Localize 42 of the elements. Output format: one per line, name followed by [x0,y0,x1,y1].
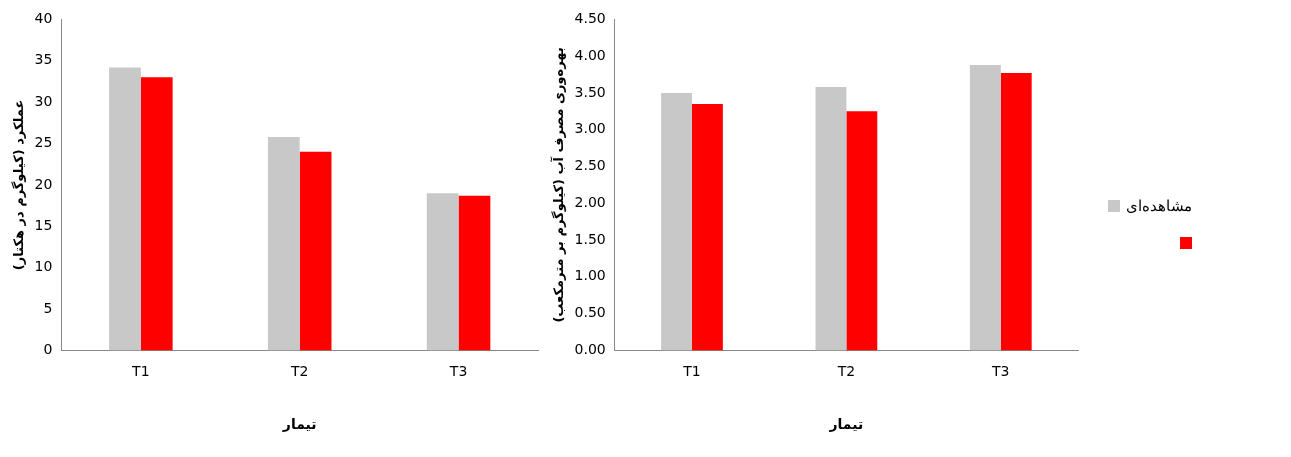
legend-label: مشاهده‌ای [1126,197,1192,215]
y-tick-label: 15 [34,216,53,233]
x-tick-label: T2 [836,363,856,380]
y-tick-label: 0.50 [574,304,606,321]
bar [1000,73,1032,351]
y-tick-label: 0.00 [574,341,606,358]
y-tick-label: 2.50 [574,157,606,174]
y-tick-label: 35 [34,51,53,68]
x-tick-label: T1 [682,363,701,380]
y-tick-label: 3.50 [574,83,606,100]
bar [426,193,459,351]
y-axis-title: عملکرد (کیلوگرم در هکتار) [11,99,28,271]
bar [140,77,173,351]
y-tick-label: 5 [43,299,53,316]
y-tick-label: 30 [34,92,53,109]
y-tick-label: 10 [34,258,53,275]
bar [691,103,723,351]
x-axis-title: تیمار [281,416,317,433]
y-tick-label: 4.00 [574,46,606,63]
y-tick-label: 3.00 [574,120,606,137]
y-tick-label: 40 [34,10,53,27]
y-tick-label: 4.50 [574,10,606,27]
bar [969,65,1001,351]
bar [299,151,332,351]
x-tick-label: T2 [289,363,309,380]
bar [109,67,141,351]
bar [815,87,847,351]
y-tick-label: 25 [34,134,53,151]
x-tick-label: T3 [448,363,468,380]
y-tick-label: 1.50 [574,230,606,247]
bar [458,195,491,351]
bar [267,136,300,351]
y-tick-label: 20 [34,175,53,192]
y-tick-label: 1.00 [574,267,606,284]
x-tick-label: T3 [991,363,1010,380]
y-axis-title: بهره‌وری مصرف آب (کیلوگرم بر مترمکعب) [550,47,568,323]
bar [661,92,692,351]
y-tick-label: 0 [43,341,53,358]
x-tick-label: T1 [131,363,150,380]
x-axis-title: تیمار [828,416,864,433]
bar [846,111,878,351]
y-tick-label: 2.00 [574,193,606,210]
